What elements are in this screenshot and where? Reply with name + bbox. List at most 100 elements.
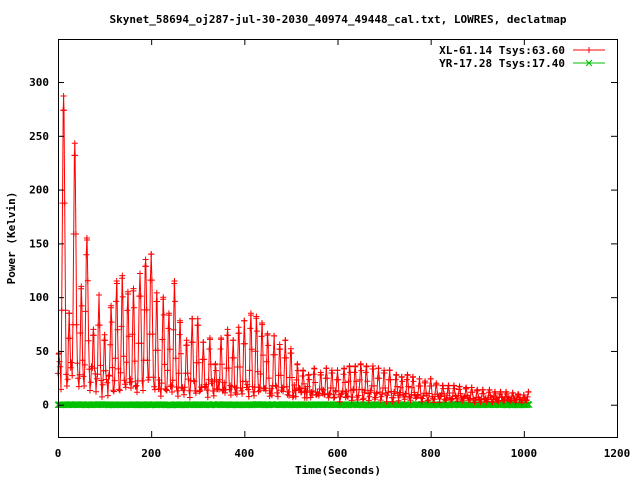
series-xl-point: [112, 355, 119, 362]
series-xl-point: [343, 388, 350, 395]
series-xl-point: [181, 391, 187, 398]
series-xl-point: [257, 371, 264, 377]
series-xl-point: [157, 393, 164, 400]
series-xl-point: [190, 377, 197, 384]
series-xl-point: [119, 293, 126, 300]
series-xl-point: [335, 376, 342, 383]
series-xl-point: [148, 277, 155, 284]
series-xl-point: [119, 272, 126, 279]
series-xl-point: [189, 315, 196, 322]
legend-marker-xl: [586, 47, 592, 53]
x-tick-label: 0: [55, 447, 62, 460]
series-xl-point: [288, 350, 295, 357]
series-xl-point: [170, 326, 177, 333]
series-xl-point: [265, 342, 272, 349]
series-xl-point: [116, 387, 123, 394]
series-xl-point: [468, 384, 475, 391]
series-xl-point: [117, 369, 124, 376]
series-xl-point: [164, 367, 171, 374]
series-xl-point: [63, 383, 70, 389]
series-xl-point: [420, 393, 427, 400]
series-xl-point: [72, 152, 79, 159]
series-xl-point: [184, 370, 191, 377]
series-xl-point: [161, 361, 168, 368]
series-xl-point: [304, 383, 311, 390]
series-xl-point: [280, 388, 287, 395]
series-xl-point: [268, 385, 275, 392]
series-xl-point: [174, 387, 181, 394]
series-xl-point: [331, 394, 338, 401]
series-xl-point: [245, 393, 252, 400]
series-xl-point: [132, 383, 139, 390]
series-xl-point: [445, 382, 452, 389]
legend-marker-xl-plus: [586, 47, 592, 53]
series-xl-point: [194, 315, 201, 322]
series-xl-point: [454, 398, 461, 405]
series-xl-point: [148, 251, 155, 258]
series-xl-point: [362, 369, 369, 376]
series-xl-point: [431, 396, 438, 403]
series-xl-point: [315, 392, 322, 399]
y-tick-label: 300: [29, 76, 49, 89]
series-xl-point: [463, 385, 470, 392]
series-xl-point: [235, 324, 242, 331]
series-xl-point: [213, 367, 219, 374]
series-xl-point: [348, 397, 355, 404]
series-xl-point: [437, 392, 444, 399]
series-xl-point: [271, 351, 278, 358]
series-xl-point: [124, 307, 131, 314]
series-xl-point: [113, 298, 120, 305]
series-xl-point: [125, 333, 132, 340]
series-xl-point: [395, 397, 402, 404]
series-xl-point: [118, 323, 125, 330]
series-xl-point: [181, 384, 188, 391]
series-xl-point: [239, 390, 246, 397]
series-xl-point: [515, 391, 522, 398]
series-xl-point: [227, 392, 234, 399]
series-xl-point: [211, 376, 218, 383]
series-xl-point: [251, 392, 257, 399]
series-xl-point: [123, 359, 130, 366]
series-xl-point: [364, 378, 371, 385]
series-xl-point: [404, 372, 411, 379]
series-xl-point: [93, 375, 100, 382]
series-xl-point: [403, 376, 410, 383]
series-xl-point: [205, 376, 212, 383]
series-xl-point: [201, 356, 208, 363]
series-xl-point: [192, 390, 199, 397]
series-xl-point: [139, 377, 146, 384]
x-tick-label: 1200: [604, 447, 631, 460]
series-xl-point: [273, 383, 280, 390]
series-xl-point: [469, 389, 476, 396]
series-xl-point: [324, 375, 331, 382]
series-xl-point: [418, 398, 425, 405]
series-xl-point: [341, 365, 348, 372]
series-xl-point: [247, 325, 254, 332]
series-xl-point: [480, 390, 487, 397]
y-tick-label: 100: [29, 291, 49, 304]
series-xl-point: [291, 382, 298, 388]
series-xl-point: [254, 328, 260, 335]
series-xl-point: [172, 355, 179, 362]
series-xl-point: [390, 394, 397, 401]
series-xl-point: [394, 383, 401, 390]
y-tick-label: 50: [36, 345, 49, 358]
series-xl-point: [149, 331, 156, 338]
series-xl-point: [409, 384, 415, 391]
series-xl-point: [289, 374, 295, 381]
series-xl-point: [345, 378, 352, 385]
series-xl-point: [354, 397, 361, 403]
series-xl-point: [426, 390, 433, 397]
series-xl-point: [224, 332, 231, 339]
series-xl-point: [262, 387, 269, 394]
series-xl-point: [486, 387, 493, 393]
series-xl-point: [143, 306, 150, 313]
series-xl-point: [285, 388, 292, 395]
series-xl-point: [253, 313, 260, 320]
series-xl-point: [221, 379, 228, 386]
series-xl-point: [298, 389, 304, 396]
series-xl-point: [456, 383, 463, 390]
series-xl-point: [376, 375, 383, 382]
series-xl-point: [163, 387, 170, 394]
series-xl-point: [78, 283, 85, 290]
